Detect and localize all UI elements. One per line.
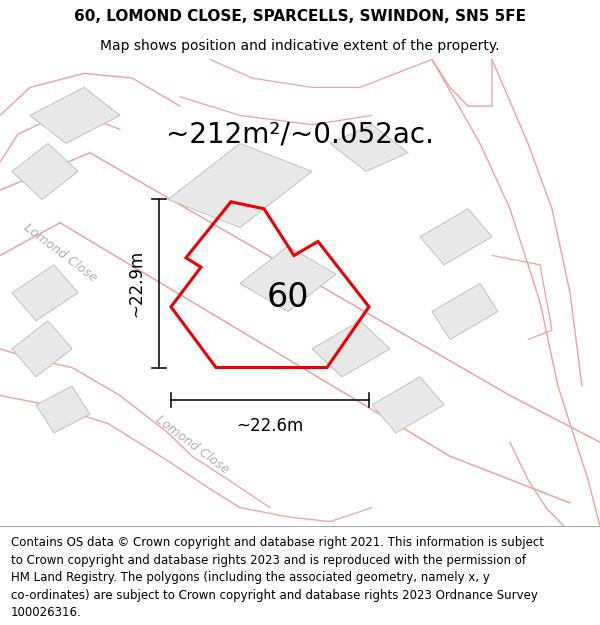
Polygon shape xyxy=(12,321,72,377)
Polygon shape xyxy=(372,377,444,433)
Polygon shape xyxy=(432,284,498,339)
Polygon shape xyxy=(36,386,90,433)
Text: Contains OS data © Crown copyright and database right 2021. This information is : Contains OS data © Crown copyright and d… xyxy=(11,536,544,549)
Polygon shape xyxy=(312,321,390,377)
Text: 100026316.: 100026316. xyxy=(11,606,82,619)
Text: co-ordinates) are subject to Crown copyright and database rights 2023 Ordnance S: co-ordinates) are subject to Crown copyr… xyxy=(11,589,538,602)
Text: ~212m²/~0.052ac.: ~212m²/~0.052ac. xyxy=(166,120,434,148)
Text: ~22.9m: ~22.9m xyxy=(127,250,145,317)
Polygon shape xyxy=(420,209,492,265)
Text: 60: 60 xyxy=(267,281,309,314)
Polygon shape xyxy=(240,246,336,311)
Text: Map shows position and indicative extent of the property.: Map shows position and indicative extent… xyxy=(100,39,500,53)
Polygon shape xyxy=(330,125,408,171)
Polygon shape xyxy=(12,143,78,199)
Text: HM Land Registry. The polygons (including the associated geometry, namely x, y: HM Land Registry. The polygons (includin… xyxy=(11,571,490,584)
Text: ~22.6m: ~22.6m xyxy=(236,417,304,435)
Polygon shape xyxy=(30,88,120,143)
Text: Lomond Close: Lomond Close xyxy=(153,412,231,476)
Polygon shape xyxy=(12,265,78,321)
Text: 60, LOMOND CLOSE, SPARCELLS, SWINDON, SN5 5FE: 60, LOMOND CLOSE, SPARCELLS, SWINDON, SN… xyxy=(74,9,526,24)
Polygon shape xyxy=(168,143,312,228)
Text: Lomond Close: Lomond Close xyxy=(21,221,99,285)
Text: to Crown copyright and database rights 2023 and is reproduced with the permissio: to Crown copyright and database rights 2… xyxy=(11,554,526,567)
